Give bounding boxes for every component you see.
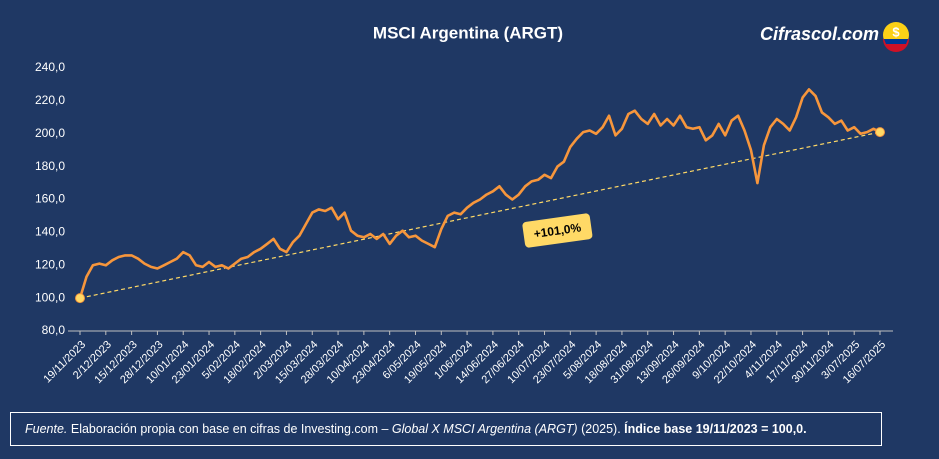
- y-tick-label: 240,0: [35, 60, 65, 74]
- logo-icon: $: [883, 22, 909, 52]
- source-note-bold: Índice base 19/11/2023 = 100,0.: [624, 422, 807, 436]
- annotation: +101,0%: [522, 213, 593, 248]
- logo: Cifrascol.com: [760, 24, 879, 44]
- y-tick-label: 220,0: [35, 93, 65, 107]
- y-tick-label: 140,0: [35, 225, 65, 239]
- chart-title: MSCI Argentina (ARGT): [373, 23, 563, 42]
- series-line: [78, 88, 881, 299]
- y-tick-label: 100,0: [35, 290, 65, 304]
- source-text: Elaboración propia con base en cifras de…: [67, 422, 392, 436]
- annotation-label: +101,0%: [533, 220, 583, 241]
- source-work: Global X MSCI Argentina (ARGT): [391, 422, 578, 436]
- annotation-box: [522, 213, 593, 248]
- source-lead: Fuente.: [25, 422, 68, 436]
- y-tick-label: 160,0: [35, 192, 65, 206]
- y-tick-label: 80,0: [42, 323, 66, 337]
- trend-line: [79, 131, 881, 299]
- source-text: (2025).: [577, 422, 625, 436]
- end-point: [875, 127, 885, 138]
- y-tick-label: 120,0: [35, 257, 65, 271]
- y-tick-label: 200,0: [35, 126, 65, 140]
- end-point: [75, 293, 85, 304]
- y-tick-label: 180,0: [35, 159, 65, 173]
- source-note: Fuente. Elaboración propia con base en c…: [10, 412, 882, 446]
- svg-text:$: $: [892, 24, 900, 39]
